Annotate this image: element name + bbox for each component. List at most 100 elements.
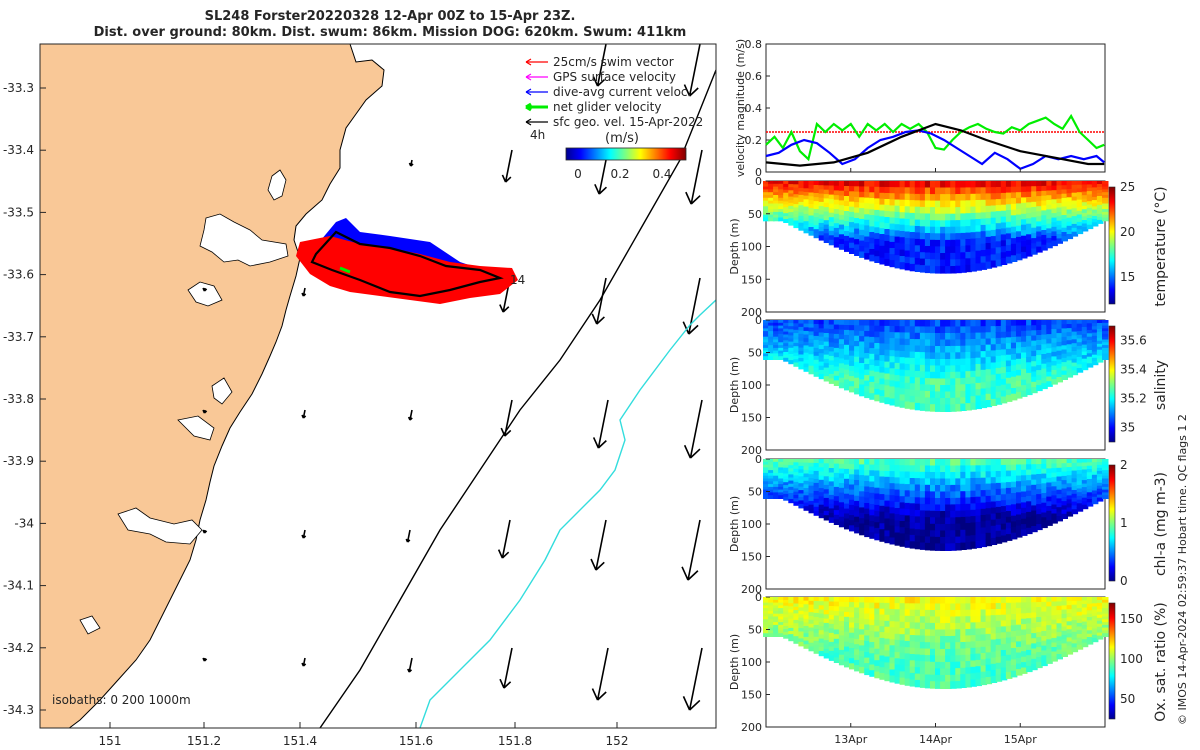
section-cell (823, 224, 831, 230)
section-cell (1016, 531, 1023, 538)
map-frame (39, 43, 717, 729)
section-cell (909, 187, 917, 195)
section-cell (990, 242, 998, 250)
section-cell (833, 218, 841, 225)
section-cell (818, 651, 826, 657)
section-cell (1021, 363, 1028, 370)
section-cell (995, 193, 1003, 201)
section-cell (940, 233, 947, 241)
section-cell (990, 193, 998, 201)
section-cell (1076, 477, 1084, 483)
section-cell (945, 226, 952, 235)
section-cell (919, 603, 927, 611)
section-cell (955, 252, 962, 261)
section-cell (930, 459, 937, 467)
section-cell (904, 459, 912, 467)
section-cell (849, 653, 856, 660)
section-cell (1031, 191, 1038, 198)
section-cell (980, 320, 988, 328)
section-cell (995, 320, 1003, 327)
section-cell (808, 327, 815, 333)
section-cell (808, 470, 815, 476)
section-cell (930, 384, 937, 393)
section-cell (914, 679, 922, 688)
section-cell (793, 481, 800, 487)
section-cell (864, 630, 871, 637)
section-cell (945, 636, 952, 644)
section-cell (899, 514, 907, 522)
section-cell (919, 193, 927, 202)
section-cell (879, 320, 886, 327)
section-cell (828, 369, 836, 375)
section-cell (924, 326, 932, 334)
section-cell (773, 356, 780, 360)
section-cell (894, 242, 902, 250)
section-cell (1091, 335, 1099, 340)
section-cell (1000, 198, 1008, 206)
section-cell (768, 608, 775, 612)
velocity-ytick-label: 0.8 (745, 38, 763, 51)
section-cell (960, 239, 967, 247)
section-cell (854, 638, 861, 646)
section-cell (1005, 383, 1013, 391)
section-cell (818, 344, 826, 351)
section-cell (1000, 384, 1008, 392)
section-cell (823, 467, 831, 473)
section-cell (803, 221, 810, 226)
section-cell (854, 351, 861, 358)
section-cell (1026, 325, 1033, 332)
section-cell (768, 613, 775, 618)
section-cell (763, 322, 770, 327)
section-cell (945, 253, 952, 261)
section-cell (985, 193, 993, 201)
section-cell (869, 487, 876, 494)
section-cell (869, 653, 876, 660)
section-cell (1076, 630, 1084, 635)
section-cell (919, 377, 927, 386)
section-cell (945, 398, 952, 406)
section-cell (1102, 597, 1109, 601)
section-cell (894, 211, 902, 220)
section-cell (924, 635, 932, 644)
section-cell (1005, 181, 1013, 188)
section-cell (823, 367, 831, 373)
section-cell (828, 221, 836, 228)
section-cell (1071, 639, 1079, 645)
section-cell (1031, 201, 1038, 208)
section-cell (950, 472, 957, 480)
section-cell (919, 661, 927, 669)
section-cell (945, 472, 952, 480)
section-cell (768, 489, 775, 494)
section-cell (813, 486, 821, 492)
section-cell (838, 640, 846, 647)
section-cell (879, 186, 886, 194)
section-cell (1021, 607, 1028, 615)
section-cell (808, 219, 815, 225)
velocity-arrow (591, 277, 607, 325)
section-cell (970, 232, 977, 240)
section-cell (970, 603, 977, 611)
section-cell (783, 325, 790, 330)
section-cell (980, 533, 988, 541)
section-cell (1066, 213, 1074, 219)
section-cell (879, 602, 886, 610)
section-cell (823, 622, 831, 629)
section-cell (1056, 597, 1063, 603)
section-cell (823, 459, 831, 465)
section-cell (955, 597, 962, 605)
section-cell (1066, 633, 1074, 639)
section-cell (1016, 214, 1023, 222)
section-cell (838, 616, 846, 622)
section-cell (828, 199, 836, 205)
section-cell (844, 513, 851, 520)
section-cell (924, 642, 932, 650)
section-cell (1056, 511, 1063, 517)
section-cell (1041, 626, 1048, 633)
section-cell (1005, 221, 1013, 229)
section-cell (773, 214, 780, 219)
section-cell (798, 607, 805, 612)
section-cell (1026, 239, 1033, 246)
section-cell (1000, 459, 1008, 466)
section-cell (904, 640, 912, 649)
section-cell (879, 216, 886, 224)
